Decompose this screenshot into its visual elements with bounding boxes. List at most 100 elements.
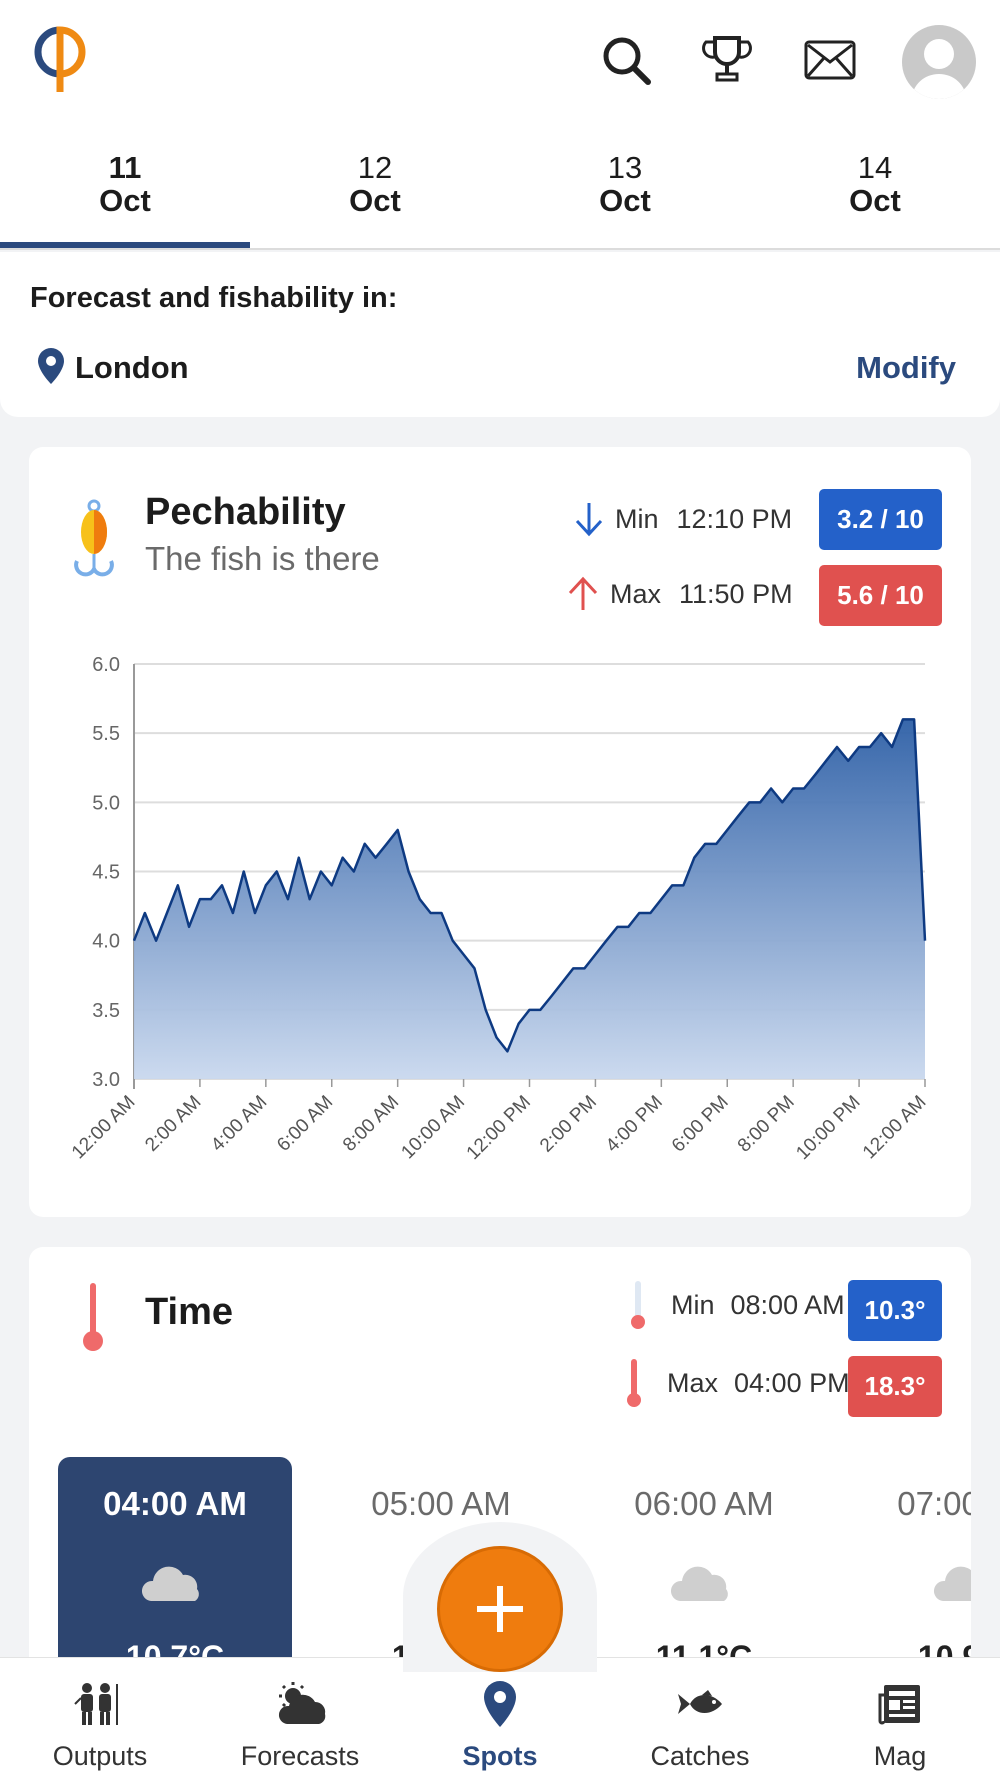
tab-day: 12: [357, 150, 393, 185]
pechability-subtitle: The fish is there: [145, 540, 380, 577]
hour-card-6am[interactable]: 06:00 AM 11.1°C: [587, 1457, 821, 1687]
cloud-moon-icon: [587, 1559, 821, 1605]
arrow-down-icon: [575, 503, 603, 537]
pechability-min-row: Min 12:10 PM: [573, 501, 792, 537]
map-pin-icon: [400, 1680, 600, 1728]
y-tick-label: 5.5: [92, 723, 120, 745]
x-tick-label: 4:00 PM: [602, 1092, 667, 1157]
weather-icon: [200, 1680, 400, 1728]
x-tick-label: 6:00 PM: [668, 1092, 733, 1157]
date-tabs: 11 Oct 12 Oct 13 Oct 14 Oct: [0, 125, 1000, 250]
min-label: Min: [615, 503, 659, 534]
x-tick-label: 2:00 PM: [536, 1092, 601, 1157]
hour-time: 06:00 AM: [634, 1485, 774, 1522]
x-tick-label: 10:00 AM: [398, 1092, 470, 1164]
hour-card-7am[interactable]: 07:00 AM 10.9°C: [850, 1457, 971, 1687]
tab-month: Oct: [599, 183, 651, 218]
max-label: Max: [610, 578, 662, 609]
modify-location-button[interactable]: Modify: [856, 350, 956, 385]
x-tick-label: 12:00 PM: [463, 1092, 535, 1164]
active-tab-indicator: [0, 242, 250, 248]
thermometer-high-icon: [627, 1359, 641, 1407]
nav-label: Spots: [462, 1741, 538, 1771]
nav-mag[interactable]: Mag: [800, 1658, 1000, 1778]
min-value-badge: 3.2 / 10: [819, 489, 942, 550]
pechability-card: Pechability The fish is there Min 12:10 …: [29, 447, 971, 1217]
plus-icon: [477, 1586, 523, 1632]
x-tick-label: 4:00 AM: [207, 1092, 271, 1156]
series-area: [134, 719, 925, 1079]
nav-label: Mag: [873, 1741, 927, 1771]
temp-max-badge: 18.3°: [848, 1356, 942, 1417]
arrow-up-icon: [568, 576, 598, 610]
hour-time: 05:00 AM: [371, 1485, 511, 1522]
x-tick-label: 8:00 AM: [339, 1092, 403, 1156]
max-time: 11:50 PM: [679, 578, 793, 609]
avatar[interactable]: [902, 25, 976, 99]
temp-min-label: Min: [671, 1289, 715, 1320]
tab-date-14-oct[interactable]: 14 Oct: [750, 125, 1000, 248]
min-time: 12:10 PM: [676, 503, 793, 534]
nav-forecasts[interactable]: Forecasts: [200, 1658, 400, 1778]
tab-day: 13: [607, 150, 643, 185]
x-tick-label: 10:00 PM: [792, 1092, 864, 1164]
tab-date-13-oct[interactable]: 13 Oct: [500, 125, 750, 248]
mail-icon[interactable]: [800, 30, 860, 90]
location-title: Forecast and fishability in:: [30, 282, 398, 314]
hour-card-4am[interactable]: 04:00 AM 10.7°C: [58, 1457, 292, 1687]
x-tick-label: 8:00 PM: [734, 1092, 799, 1157]
cloud-moon-icon: [850, 1559, 971, 1605]
newspaper-icon: [800, 1680, 1000, 1728]
max-value-badge: 5.6 / 10: [819, 565, 942, 626]
hour-time: 07:00 AM: [897, 1485, 971, 1522]
temp-max-time: 04:00 PM: [734, 1367, 850, 1398]
hour-time: 04:00 AM: [103, 1485, 247, 1522]
tab-day: 14: [857, 150, 893, 185]
nav-outputs[interactable]: Outputs: [0, 1658, 200, 1778]
y-tick-label: 3.0: [92, 1069, 120, 1091]
thermometer-icon: [83, 1283, 103, 1351]
temperature-min-row: Min 08:00 AM: [627, 1279, 845, 1331]
tab-month: Oct: [99, 183, 151, 218]
bottom-nav: Outputs Forecasts Spots Catches Mag: [0, 1657, 1000, 1778]
add-button[interactable]: [437, 1546, 563, 1672]
y-tick-label: 3.5: [92, 1000, 120, 1022]
temp-min-badge: 10.3°: [848, 1280, 942, 1341]
pechability-max-row: Max 11:50 PM: [566, 576, 793, 612]
nav-catches[interactable]: Catches: [600, 1658, 800, 1778]
app-logo[interactable]: [30, 20, 94, 100]
tab-month: Oct: [349, 183, 401, 218]
y-tick-label: 6.0: [92, 654, 120, 676]
temperature-max-row: Max 04:00 PM: [623, 1357, 850, 1409]
tab-date-12-oct[interactable]: 12 Oct: [250, 125, 500, 248]
location-city: London: [75, 350, 189, 385]
nav-label: Forecasts: [240, 1741, 360, 1771]
nav-spots[interactable]: Spots: [400, 1658, 600, 1778]
x-tick-label: 12:00 AM: [859, 1092, 931, 1164]
nav-label: Outputs: [52, 1741, 148, 1771]
search-icon[interactable]: [596, 30, 656, 90]
x-tick-label: 6:00 AM: [273, 1092, 337, 1156]
thermometer-low-icon: [631, 1281, 645, 1329]
temp-min-time: 08:00 AM: [730, 1289, 845, 1320]
x-tick-label: 2:00 AM: [141, 1092, 205, 1156]
cloud-moon-icon: [58, 1559, 292, 1605]
y-tick-label: 4.5: [92, 862, 120, 884]
location-panel: Forecast and fishability in: London Modi…: [0, 252, 1000, 417]
pechability-title: Pechability: [145, 491, 346, 533]
nav-label: Catches: [650, 1741, 750, 1771]
temp-max-label: Max: [667, 1367, 719, 1398]
tab-month: Oct: [849, 183, 901, 218]
y-tick-label: 5.0: [92, 792, 120, 814]
temperature-title: Time: [145, 1291, 234, 1333]
top-bar: [0, 0, 1000, 125]
pechability-chart: 3.03.54.04.55.05.56.012:00 AM 2:00 AM 4:00…: [68, 654, 931, 1164]
x-tick-label: 12:00 AM: [68, 1092, 140, 1164]
trophy-icon[interactable]: [697, 30, 757, 90]
map-pin-icon: [38, 348, 64, 384]
tab-day: 11: [108, 150, 142, 185]
tab-date-11-oct[interactable]: 11 Oct: [0, 125, 250, 248]
y-tick-label: 4.0: [92, 931, 120, 953]
people-icon: [0, 1680, 200, 1728]
series-line: [132, 718, 927, 1053]
